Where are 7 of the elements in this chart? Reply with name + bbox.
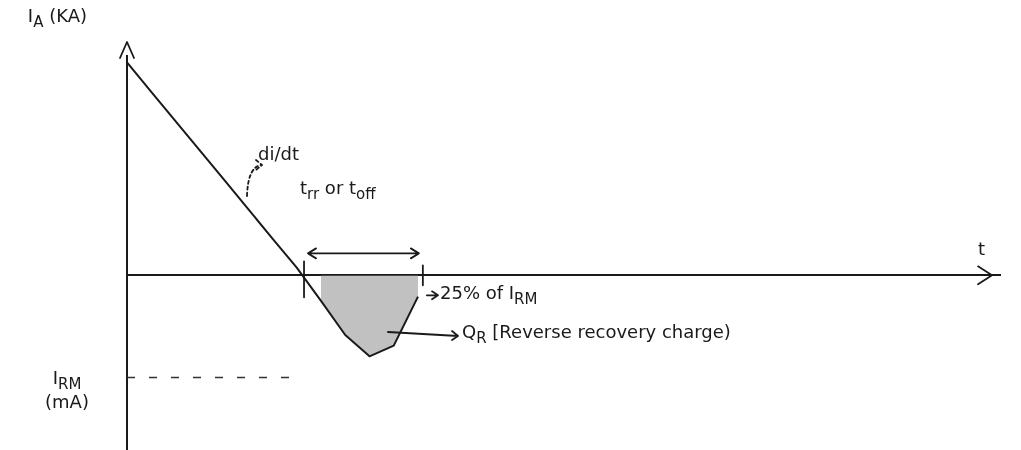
annotation: t$_{rr}$ or t$_{off}$ (300, 177, 376, 203)
y-axis-title: I$_{A}$ (KA) (27, 5, 87, 31)
x-axis-title: t (978, 238, 986, 261)
annotation: di/dt (258, 143, 299, 165)
annotation: 25% of I$_{RM}$ (440, 282, 538, 308)
ref-line-label: I$_{RM}$ (mA) (44, 366, 90, 414)
annotation: Q$_{R}$ [Reverse recovery charge) (462, 321, 731, 347)
